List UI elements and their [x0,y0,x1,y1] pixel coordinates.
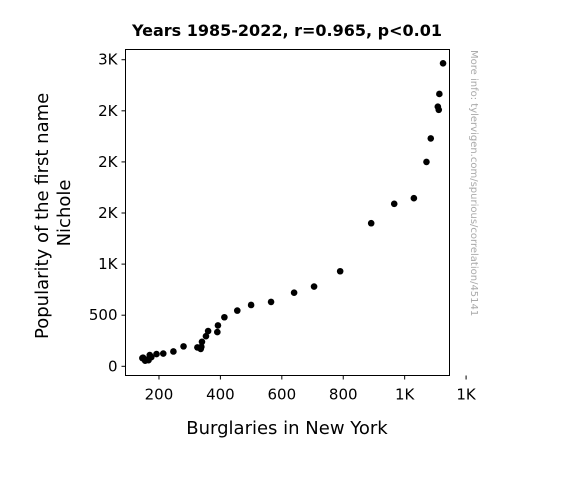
data-point [247,301,255,309]
data-point [336,267,344,275]
data-point [214,322,222,329]
y-axis-label-line-1: Popularity of the first name [32,93,53,339]
y-tick-label: 500 [89,306,118,324]
data-point [427,135,435,142]
y-axis-label: Popularity of the first name Nichole [32,87,75,339]
data-point [439,59,447,67]
y-tick-label: 2K [98,102,119,120]
data-point [290,289,298,297]
y-axis: 0 500 1K 2K 2K 2K 3K [89,51,126,375]
data-points [139,59,447,364]
data-point [310,283,318,290]
x-axis-label: Burglaries in New York [186,418,388,439]
y-tick-label: 1K [98,255,119,273]
data-point [170,348,177,355]
x-tick-label: 800 [329,386,358,404]
data-point [410,194,418,202]
x-tick-label: 400 [206,386,235,404]
x-tick-label: 600 [267,386,296,404]
y-tick-label: 3K [98,51,119,69]
data-point [390,200,398,208]
y-tick-label: 0 [108,357,118,375]
watermark-text: More info: tylervigen.com/spurious/corre… [468,50,479,316]
data-point [435,106,443,114]
data-point [214,328,221,336]
y-tick-label: 2K [98,204,119,222]
data-point [221,313,228,321]
data-point [267,298,275,306]
x-tick-label: 200 [145,386,174,404]
y-tick-label: 2K [98,153,119,171]
data-point [198,338,206,346]
data-point [194,344,201,351]
data-point [159,350,167,357]
data-point [233,307,241,314]
data-point [423,158,430,166]
x-axis: 200 400 600 800 1K 1K [145,375,477,404]
data-point [153,350,160,358]
data-point [180,343,187,350]
y-axis-label-line-2: Nichole [54,180,75,247]
data-point [436,90,443,98]
plot-frame [125,49,450,376]
data-point [367,219,375,227]
x-tick-label: 1K [456,386,477,404]
x-tick-label: 1K [395,386,416,404]
data-point [204,327,212,335]
data-point [139,354,146,362]
data-point [202,332,210,340]
chart-title: Years 1985-2022, r=0.965, p<0.01 [131,21,442,40]
